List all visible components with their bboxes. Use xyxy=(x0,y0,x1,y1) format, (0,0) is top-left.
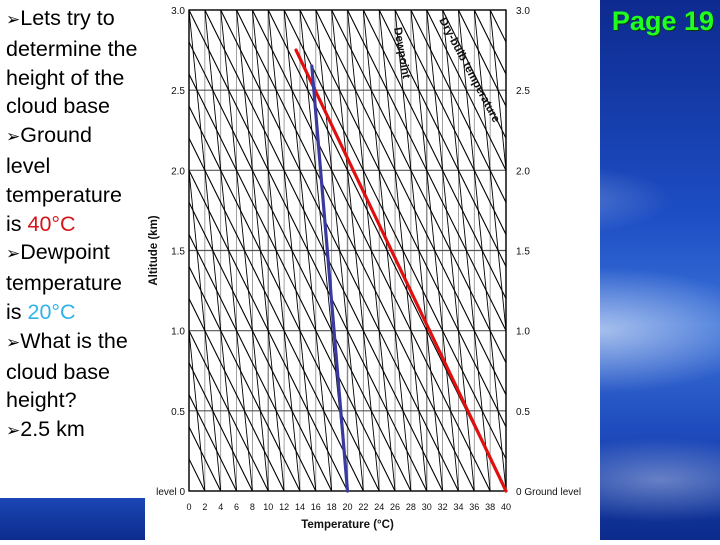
x-tick-label: 34 xyxy=(453,502,463,512)
x-tick-label: 4 xyxy=(218,502,223,512)
x-tick-label: 18 xyxy=(327,502,337,512)
arrow-bullet-icon: ➢ xyxy=(6,127,21,147)
bullet-item: ➢Dewpoint temperature is 20°C xyxy=(6,240,122,324)
dewpoint-reference-line xyxy=(236,10,285,491)
x-tick-label: 36 xyxy=(469,502,479,512)
chart-svg: 0 2 4 6 8 10 12 14 16 18 20 22 24 26 28 30 32 34 36 38 40lev… xyxy=(148,6,581,531)
dewpoint-reference-line xyxy=(204,10,253,491)
dewpoint-reference-line xyxy=(189,10,237,491)
x-tick-label: 22 xyxy=(358,502,368,512)
dry-bulb-series-line xyxy=(294,48,508,493)
bottom-strip xyxy=(0,498,145,540)
y-tick-label-right: 3.0 xyxy=(516,6,530,17)
x-tick-label: 26 xyxy=(390,502,400,512)
dewpoint-reference-line xyxy=(189,165,222,491)
x-tick-label: 8 xyxy=(250,502,255,512)
dewpoint-reference-line xyxy=(283,10,333,491)
dewpoint-reference-line xyxy=(251,10,301,491)
x-tick-label: 20 xyxy=(342,502,352,512)
dewpoint-reference-line xyxy=(362,10,412,491)
y-tick-label-right: 2.5 xyxy=(516,86,530,97)
x-tick-label: 28 xyxy=(406,502,416,512)
x-tick-label: 6 xyxy=(234,502,239,512)
arrow-bullet-icon: ➢ xyxy=(6,10,21,29)
x-tick-label: 38 xyxy=(485,502,495,512)
dewpoint-reference-line xyxy=(442,10,491,491)
bullet-item: ➢Lets try to determine the height of the… xyxy=(6,6,138,119)
dewpoint-reference-line xyxy=(220,10,269,491)
x-tick-label: 10 xyxy=(263,502,273,512)
y-tick-label-left: 2.0 xyxy=(171,166,185,177)
y-tick-label-left: 1.5 xyxy=(171,247,185,258)
x-tick-label: 40 xyxy=(501,502,511,512)
x-tick-label: 32 xyxy=(438,502,448,512)
dewpoint-reference-line xyxy=(489,10,506,175)
y-tick-label-left: 1.0 xyxy=(171,327,185,338)
arrow-bullet-icon: ➢ xyxy=(6,332,21,352)
bullet-item: ➢Ground level temperature is 40°C xyxy=(6,123,122,236)
x-tick-label: 24 xyxy=(374,502,384,512)
y-tick-label-right: 1.0 xyxy=(516,327,530,338)
y-axis-label: Altitude (km) xyxy=(148,215,160,285)
bullet-list: ➢Lets try to determine the height of the… xyxy=(6,4,142,446)
x-tick-label: 14 xyxy=(295,502,305,512)
y-tick-label-right: 0.5 xyxy=(516,407,530,418)
dewpoint-reference-line xyxy=(331,10,380,491)
dewpoint-reference-line xyxy=(410,10,459,491)
y-tick-label-left: 3.0 xyxy=(171,6,185,17)
dewpoint-reference-line xyxy=(267,10,317,491)
dewpoint-reference-line xyxy=(378,10,428,491)
y-tick-label-left: 2.5 xyxy=(171,86,185,97)
bullet-item: ➢2.5 km xyxy=(6,417,85,442)
arrow-bullet-icon: ➢ xyxy=(6,421,21,441)
bullet-item: ➢What is the cloud base height? xyxy=(6,328,128,413)
dewpoint-temp-value: 20°C xyxy=(27,299,76,324)
y-tick-label-right: 0 Ground level xyxy=(516,487,581,498)
x-axis-label: Temperature (°C) xyxy=(301,519,394,531)
dewpoint-reference-line xyxy=(458,10,506,491)
x-tick-label: 30 xyxy=(422,502,432,512)
y-tick-label-right: 2.0 xyxy=(516,166,530,177)
dewpoint-reference-line xyxy=(473,10,506,336)
dewpoint-series-line xyxy=(310,64,350,493)
text-panel xyxy=(0,0,145,498)
arrow-bullet-icon: ➢ xyxy=(6,244,21,264)
x-tick-label: 0 xyxy=(186,502,191,512)
y-tick-label-right: 1.5 xyxy=(516,247,530,258)
x-tick-label: 12 xyxy=(279,502,289,512)
ground-temp-value: 40°C xyxy=(27,211,76,236)
dewpoint-reference-line xyxy=(189,326,206,491)
page-label: Page 19 xyxy=(611,6,714,36)
x-tick-label: 2 xyxy=(202,502,207,512)
dewpoint-reference-line xyxy=(394,10,444,491)
dewpoint-reference-line xyxy=(347,10,396,491)
dewpoint-reference-line xyxy=(315,10,364,491)
x-tick-label: 16 xyxy=(311,502,321,512)
y-tick-label-left: 0.5 xyxy=(171,407,185,418)
y-tick-label-left: level 0 xyxy=(156,487,185,498)
skew-chart: 0 2 4 6 8 10 12 14 16 18 20 22 24 26 28 30 32 34 36 38 40 lev… xyxy=(145,0,600,540)
